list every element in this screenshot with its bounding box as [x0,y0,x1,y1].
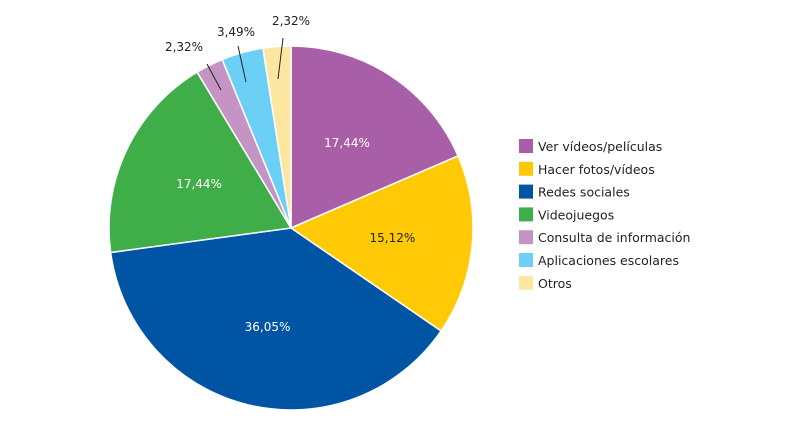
pie-slice-ver-videos-peliculas [290,45,460,230]
legend-swatch [519,139,533,153]
data-label-aplicaciones-escolares: 3,49% [217,25,255,39]
legend-item-videojuegos: Videojuegos [519,207,614,222]
leader-line-consulta-de-informacion [206,63,222,91]
pie-slice-otros [262,45,292,229]
data-label-videojuegos: 17,44% [176,177,222,191]
leader-line-otros [277,37,284,80]
data-label-redes-sociales: 36,05% [245,320,291,334]
pie-slice-videojuegos [108,71,293,254]
legend-swatch [519,184,533,199]
legend-item-redes-sociales: Redes sociales [519,184,630,200]
legend-swatch [519,230,533,245]
legend-swatch [519,275,533,290]
legend-item-ver-videos-peliculas: Ver vídeos/películas [519,139,662,154]
legend-swatch [519,253,533,267]
legend-label: Redes sociales [538,185,630,200]
legend-label: Otros [538,276,572,291]
legend-swatch [519,161,533,176]
legend-item-aplicaciones-escolares: Aplicaciones escolares [519,253,679,268]
pie-slice-hacer-fotos-videos [289,154,474,333]
data-label-consulta-de-informacion: 2,32% [165,40,203,54]
legend-label: Consulta de información [538,230,690,245]
legend-item-consulta-de-informacion: Consulta de información [519,230,690,245]
legend-swatch [519,207,533,222]
data-label-ver-videos-peliculas: 17,44% [324,136,370,150]
legend-label: Videojuegos [538,207,614,222]
legend-label: Hacer fotos/vídeos [538,162,655,177]
data-label-hacer-fotos-videos: 15,12% [370,231,416,245]
legend-item-hacer-fotos-videos: Hacer fotos/vídeos [519,161,655,177]
legend-label: Ver vídeos/películas [538,139,662,154]
data-label-otros: 2,32% [272,14,310,28]
leader-line-aplicaciones-escolares [237,45,247,83]
legend-label: Aplicaciones escolares [538,253,679,268]
legend-item-otros: Otros [519,275,572,291]
pie-slice-redes-sociales [109,227,443,411]
